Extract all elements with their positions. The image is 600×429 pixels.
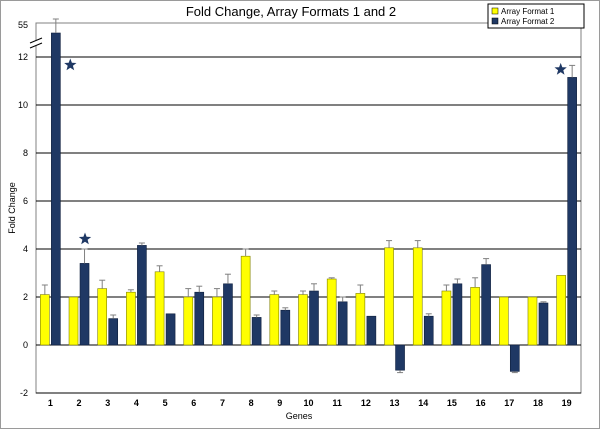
- x-category-label: 17: [504, 398, 514, 408]
- x-category-label: 4: [134, 398, 139, 408]
- bar-format-2-gene-7: [223, 283, 233, 346]
- bar-format-1-gene-6: [183, 296, 194, 346]
- x-category-label: 5: [163, 398, 168, 408]
- y-tick-label: 0: [23, 340, 28, 350]
- axis-break-mark-bottom: [29, 42, 43, 49]
- bar-format-2-gene-9: [280, 309, 291, 346]
- x-category-label: 9: [277, 398, 282, 408]
- significance-star-gene-1: [64, 58, 77, 71]
- y-axis-label: Fold Change: [7, 182, 17, 234]
- x-category-label: 14: [418, 398, 428, 408]
- axis-break-mark-top: [29, 37, 43, 44]
- bar-format-1-gene-4: [126, 291, 136, 346]
- bar-format-2-gene-19: [567, 77, 577, 346]
- bar-format-1-gene-5: [154, 271, 165, 346]
- x-category-label: 7: [220, 398, 225, 408]
- bar-format-1-gene-1: [40, 294, 50, 346]
- bar-format-2-gene-14: [423, 315, 434, 346]
- bar-format-2-gene-13: [395, 344, 405, 371]
- bar-format-2-gene-3: [108, 318, 119, 346]
- bar-format-1-gene-18: [527, 296, 538, 346]
- bar-format-2-gene-10: [309, 290, 319, 346]
- bar-format-2-gene-18: [538, 302, 549, 346]
- bar-format-2-gene-15: [452, 283, 463, 346]
- y-tick-label: 4: [23, 244, 28, 254]
- bars: [40, 32, 577, 372]
- bar-format-1-gene-13: [384, 247, 394, 346]
- bar-format-2-gene-4: [137, 245, 147, 346]
- x-category-label: 18: [533, 398, 543, 408]
- bar-format-1-gene-2: [68, 296, 79, 346]
- x-category-label: 19: [562, 398, 572, 408]
- x-category-label: 15: [447, 398, 457, 408]
- bar-format-1-gene-12: [355, 293, 366, 346]
- x-category-label: 6: [191, 398, 196, 408]
- axis-break-label: 55: [18, 20, 28, 30]
- bar-format-1-gene-17: [498, 296, 509, 346]
- bar-format-2-gene-16: [481, 264, 491, 346]
- bar-format-1-gene-9: [269, 294, 280, 346]
- x-category-label: 13: [390, 398, 400, 408]
- bar-format-2-gene-6: [194, 291, 205, 346]
- legend-swatch-array-format-2: [491, 17, 499, 25]
- y-tick-label: 2: [23, 292, 28, 302]
- x-category-label: 11: [332, 398, 342, 408]
- bar-format-1-gene-7: [212, 296, 222, 346]
- bar-format-2-gene-5: [165, 313, 176, 346]
- x-axis-label: Genes: [286, 411, 313, 421]
- bar-format-2-gene-8: [251, 317, 262, 346]
- bar-format-2-gene-17: [509, 344, 520, 372]
- bar-format-2-gene-11: [337, 301, 348, 346]
- legend-label-array-format-1: Array Format 1: [501, 7, 555, 16]
- bar-format-1-gene-15: [441, 290, 452, 346]
- axis-break-gap: [30, 40, 42, 46]
- bar-format-1-gene-8: [240, 255, 251, 346]
- y-axis-ticks: -2 0 2 4 6 8 10 12: [18, 52, 28, 398]
- x-category-label: 10: [303, 398, 313, 408]
- y-tick-label: 8: [23, 148, 28, 158]
- bar-format-1-gene-10: [298, 294, 308, 346]
- x-category-label: 12: [361, 398, 371, 408]
- significance-star-gene-2: [78, 232, 92, 245]
- bar-format-1-gene-11: [326, 278, 337, 346]
- y-tick-label: 10: [18, 100, 28, 110]
- x-category-label: 3: [105, 398, 110, 408]
- bar-format-2-gene-12: [366, 315, 377, 346]
- legend-label-array-format-2: Array Format 2: [501, 17, 555, 26]
- x-category-label: 1: [48, 398, 53, 408]
- significance-star-gene-19: [554, 62, 567, 75]
- y-tick-label: 12: [18, 52, 28, 62]
- legend: Array Format 1 Array Format 2: [487, 3, 585, 29]
- bar-format-1-gene-16: [470, 287, 480, 346]
- x-category-label: 2: [77, 398, 82, 408]
- x-category-label: 8: [249, 398, 254, 408]
- x-category-label: 16: [476, 398, 486, 408]
- chart-title: Fold Change, Array Formats 1 and 2: [186, 4, 396, 19]
- y-tick-label: 6: [23, 196, 28, 206]
- y-tick-label: -2: [20, 388, 28, 398]
- bar-format-1-gene-14: [412, 247, 423, 346]
- bar-format-2-gene-1: [51, 32, 61, 346]
- bar-format-1-gene-19: [556, 275, 566, 346]
- axis-break: 55: [18, 20, 43, 49]
- x-axis-categories: 1 2 3 4 5 6 7 8 9 10 11 12 13 14 15 16 17 18 19: [48, 398, 572, 408]
- error-bars: [41, 18, 576, 374]
- bar-format-1-gene-3: [97, 288, 108, 346]
- legend-swatch-array-format-1: [491, 7, 499, 15]
- stars: [64, 58, 567, 245]
- bar-format-2-gene-2: [79, 263, 90, 346]
- legend-box: [487, 3, 585, 29]
